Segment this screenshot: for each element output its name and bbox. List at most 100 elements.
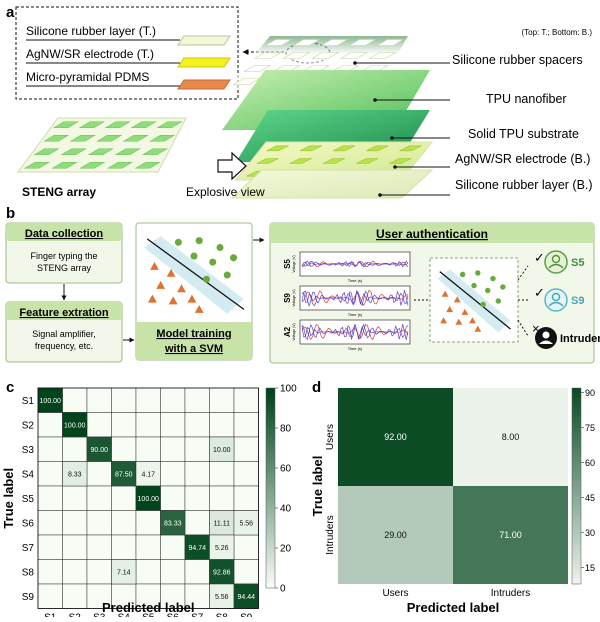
- svm-class-dot: [190, 252, 198, 260]
- panel-label-b: b: [6, 205, 15, 222]
- heatmap-c-cell-filled: [209, 583, 235, 609]
- signal-trace: [301, 290, 409, 306]
- heatmap-c-ytick: S2: [22, 420, 35, 431]
- array-pad: [156, 121, 183, 129]
- electrode-pad: [289, 158, 312, 164]
- heatmap-c-cell: [111, 436, 137, 462]
- heatmap-c-ytick: S3: [22, 445, 35, 456]
- colorbar-c-step: [266, 403, 275, 409]
- heatmap-c-cell: [111, 510, 137, 536]
- array-pad: [69, 134, 96, 142]
- colorbar-d-step: [572, 569, 581, 575]
- heatmap-c-cell-filled: [62, 412, 88, 438]
- colorbar-d-step: [572, 490, 581, 497]
- colorbar-c-step: [266, 568, 275, 574]
- user-avatar-s9-head: [551, 292, 561, 302]
- spacer-pad: [232, 78, 261, 85]
- legend-swatch-pdms: [177, 79, 231, 90]
- colorbar-d-step: [572, 505, 581, 511]
- explosive-view-label: Explosive view: [186, 185, 265, 199]
- colorbar-c-step: [266, 443, 275, 449]
- array-pad: [134, 161, 161, 169]
- panel-label-d: d: [312, 379, 321, 396]
- colorbar-d-step: [572, 402, 581, 408]
- leader-dot-solid: [390, 136, 394, 140]
- colorbar-c-step: [266, 528, 275, 534]
- electrode-pad: [366, 145, 389, 152]
- array-pad: [33, 148, 60, 156]
- colorbar-c-step: [266, 428, 275, 434]
- heatmap-d-cell: [453, 388, 568, 486]
- colorbar-d-step: [572, 481, 581, 487]
- heatmap-c-cell-filled: [135, 461, 161, 487]
- heatmap-c-cell: [37, 461, 63, 487]
- heatmap-c-cell: [62, 485, 88, 511]
- colorbar-c-step: [266, 468, 275, 474]
- heatmap-c-value: 87.50: [115, 471, 133, 478]
- heatmap-c-cell: [86, 510, 112, 536]
- heatmap-c-cell-filled: [209, 510, 235, 536]
- model-training-line-2: with a SVM: [164, 343, 223, 355]
- heatmap-c-xtick: S2: [69, 613, 82, 618]
- heatmap-c-cell: [184, 387, 210, 413]
- colorbar-c-step: [266, 563, 275, 569]
- svm-diagram-auth: [437, 269, 511, 333]
- colorbar-d-step: [572, 446, 581, 453]
- colorbar-c-step: [266, 483, 275, 489]
- svm-class-triangle: [187, 294, 197, 303]
- colorbar-c-step: [266, 438, 275, 444]
- heatmap-d-value: 29.00: [384, 530, 407, 540]
- heatmap-c-cell: [160, 583, 186, 609]
- colorbar-d-step: [572, 525, 581, 531]
- svm-class-dot: [500, 284, 506, 290]
- heatmap-c-ytick: S7: [22, 543, 35, 554]
- svm-class-triangle: [469, 317, 476, 324]
- heatmap-c-value: 90.00: [90, 447, 108, 454]
- colorbar-d-step: [572, 559, 581, 565]
- array-pad: [23, 161, 50, 169]
- heatmap-c-cell: [209, 387, 235, 413]
- heatmap-c-xtick: S9: [240, 613, 253, 618]
- signal-plot-label: A2: [283, 326, 292, 337]
- heatmap-c-cell: [160, 387, 186, 413]
- array-pad: [104, 121, 131, 129]
- heatmap-c-ytick: S1: [22, 396, 35, 407]
- electrode-pad: [299, 145, 322, 152]
- array-pad: [79, 161, 106, 169]
- colorbar-c-frame: [265, 387, 276, 589]
- signal-plot-ylabel: Voltage (V): [292, 289, 296, 306]
- svm-class-dot: [475, 270, 481, 276]
- colorbar-c-step: [266, 423, 275, 429]
- colorbar-c-step: [266, 518, 275, 524]
- colorbar-d-step: [572, 422, 581, 428]
- layer-label-agnw: AgNW/SR electrode (B.): [455, 152, 590, 166]
- svm-class-triangle: [441, 290, 449, 297]
- array-pad: [122, 134, 149, 142]
- silicone-bottom-layer: [230, 169, 434, 199]
- svm-class-triangle: [148, 294, 157, 303]
- heatmap-c-cell: [37, 412, 63, 438]
- colorbar-d-frame: [571, 387, 582, 585]
- heatmap-d-value: 92.00: [384, 432, 407, 442]
- colorbar-d-step: [572, 437, 581, 443]
- array-pad: [96, 134, 123, 142]
- colorbar-d-step: [572, 392, 581, 399]
- heatmap-d-ytick: Users: [325, 424, 336, 450]
- colorbar-d-step: [572, 515, 581, 521]
- spacer-pad: [320, 39, 349, 46]
- heatmap-c-ytick: S6: [22, 518, 35, 529]
- svm-margin-band: [144, 236, 244, 314]
- colorbar-c-step: [266, 553, 275, 559]
- heatmap-c-value: 11.11: [214, 520, 231, 527]
- heatmap-c-cell-filled: [233, 583, 259, 609]
- colorbar-d-step: [572, 427, 581, 433]
- colorbar-c-ticklabel: 100: [280, 384, 297, 395]
- colorbar-d-step: [572, 549, 581, 555]
- heatmap-c-value: 100.00: [138, 496, 160, 503]
- heatmap-c-cell: [160, 534, 186, 560]
- heatmap-c-cell-filled: [233, 510, 259, 536]
- signal-plot-xlabel: Time (s): [348, 312, 363, 317]
- colorbar-c-step: [266, 473, 275, 479]
- heatmap-c-ytick: S5: [22, 494, 35, 505]
